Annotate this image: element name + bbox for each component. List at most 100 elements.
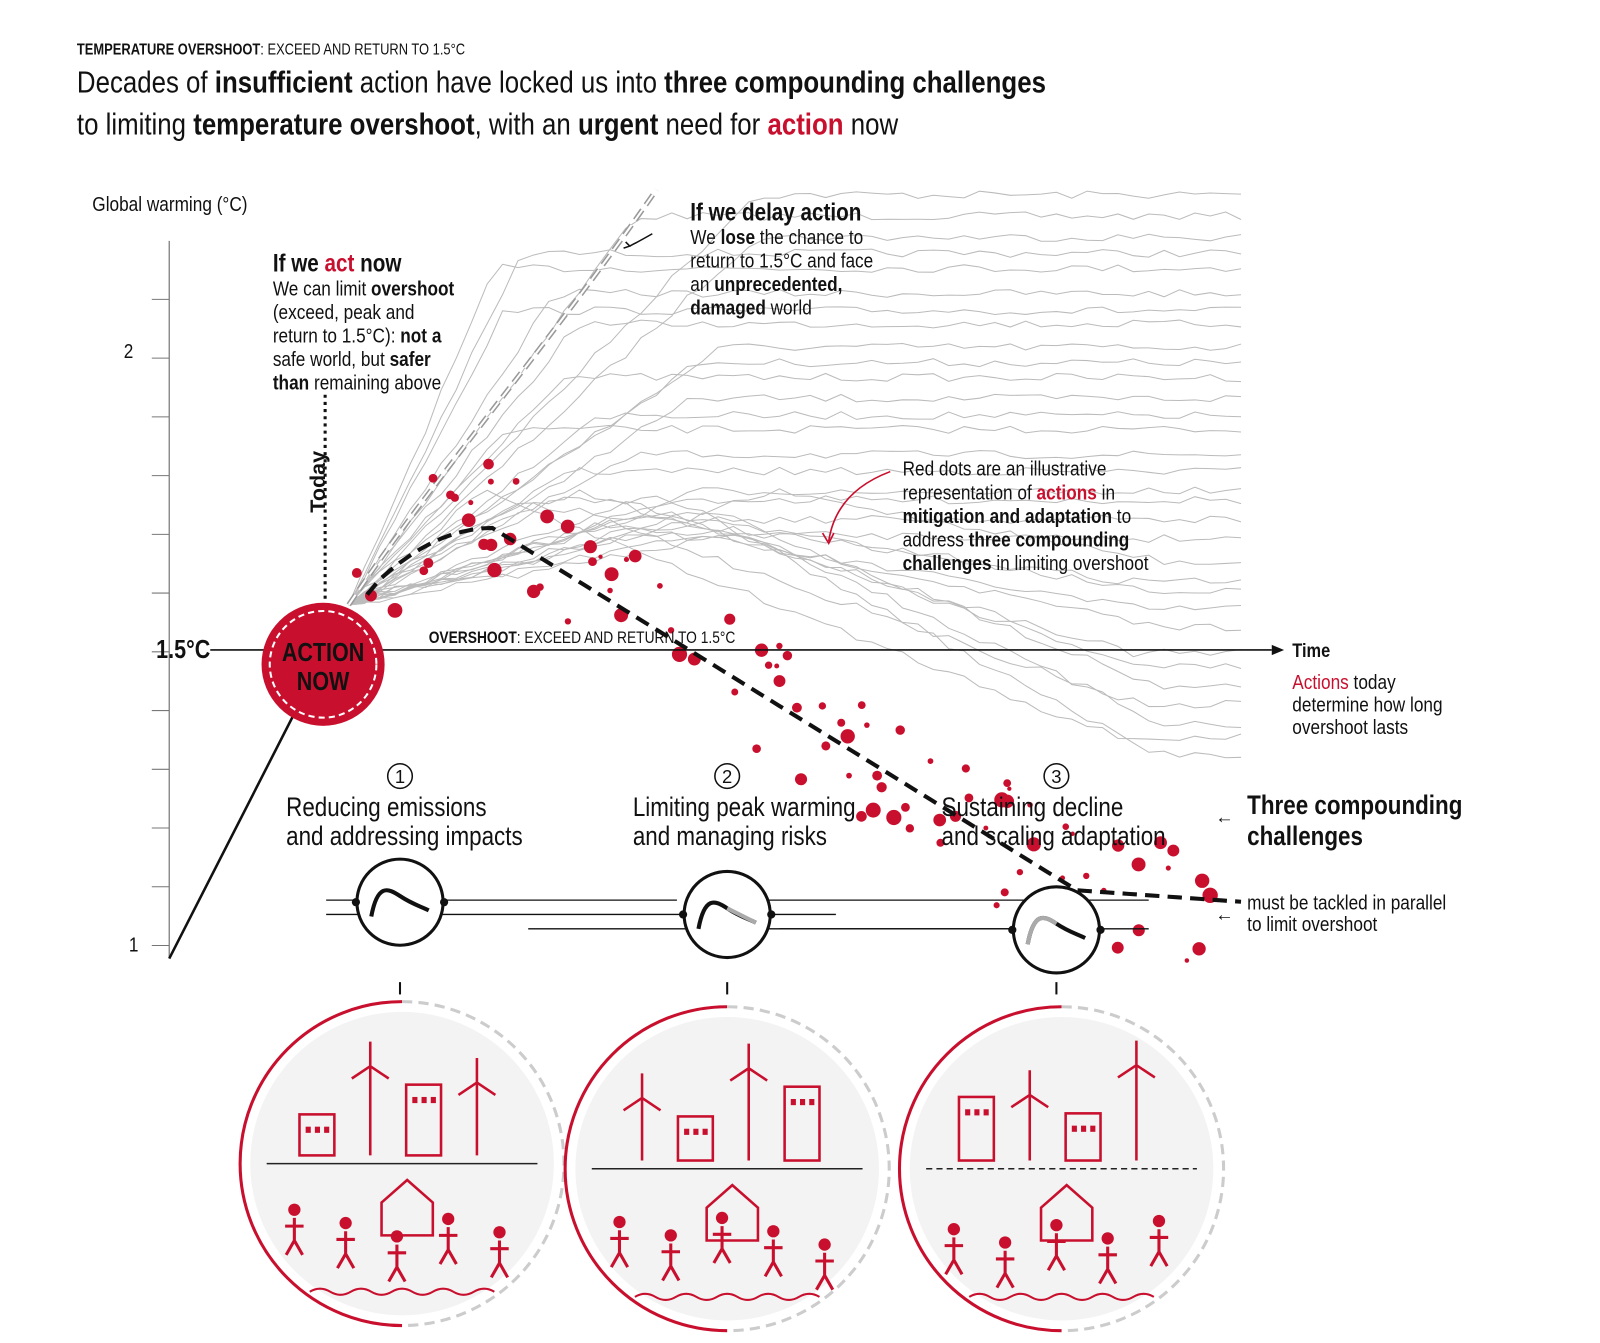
text-run: (exceed, peak and: [273, 302, 415, 325]
action-dot: [512, 477, 520, 485]
action-dot: [774, 663, 780, 669]
pathway: [348, 233, 1242, 606]
annotation-line: Red dots are an illustrative: [903, 458, 1107, 481]
text-run: determine how long: [1292, 694, 1442, 717]
annotation-line: return to 1.5°C): not a: [273, 325, 442, 348]
side-label: to limit overshoot: [1247, 914, 1378, 937]
text-run: overshoot: [371, 278, 455, 301]
challenge-number: 1: [395, 766, 405, 787]
scene-arc: [897, 1005, 1062, 1333]
text-run: insufficient: [215, 65, 353, 100]
challenge-number: 2: [722, 766, 732, 787]
side-label: Three compounding: [1247, 791, 1462, 820]
text-run: lose: [721, 227, 755, 250]
texts: TEMPERATURE OVERSHOOT: EXCEED AND RETURN…: [77, 41, 1462, 956]
action-dot: [865, 802, 881, 818]
text-run: We can limit: [273, 278, 371, 301]
scene-body: [1149, 1229, 1169, 1267]
overshoot-label: OVERSHOOT: EXCEED AND RETURN TO 1.5°C: [429, 629, 736, 647]
scene-head: [715, 1211, 729, 1225]
scene-building: [298, 1113, 336, 1157]
challenge-text: and scaling adaptation: [942, 822, 1166, 851]
action-dot: [1184, 958, 1190, 963]
icon-node: [767, 910, 776, 919]
pathway: [348, 502, 1242, 606]
scene-window: [983, 1109, 989, 1116]
pathway: [348, 450, 1242, 606]
scene-head: [1152, 1214, 1166, 1228]
scene-window: [1071, 1125, 1077, 1132]
text-run: OVERSHOOT: [429, 629, 518, 647]
number-circle: [1043, 762, 1070, 790]
action-dot: [667, 627, 675, 634]
text-run: in limiting overshoot: [992, 553, 1150, 576]
scene-head: [767, 1225, 780, 1238]
scene-window: [800, 1099, 806, 1106]
scene-window: [809, 1099, 815, 1106]
text-run: If we delay action: [690, 198, 861, 226]
action-dot: [623, 556, 630, 563]
challenge-text: Limiting peak warming: [633, 793, 856, 822]
action-dot: [485, 538, 498, 552]
side-label: must be tackled in parallel: [1247, 892, 1446, 915]
text-run: safe world, but: [273, 349, 390, 372]
text-run: urgent: [578, 107, 659, 142]
action-dot: [1165, 865, 1171, 871]
action-dot: [628, 549, 642, 563]
action-dot: [423, 558, 434, 569]
badge-text: ACTION: [282, 640, 365, 668]
annotation-line: mitigation and adaptation to: [903, 506, 1132, 529]
scene-building: [1064, 1112, 1102, 1162]
action-dot: [905, 824, 915, 833]
axis-title: Global warming (°C): [92, 194, 247, 217]
scene-head: [664, 1229, 677, 1242]
action-dot: [1112, 839, 1125, 852]
past-warming: [168, 706, 299, 960]
action-dot: [782, 650, 793, 661]
pathway: [348, 248, 1242, 606]
action-dot: [872, 770, 883, 781]
text-run: action have locked us into: [353, 65, 665, 100]
scene-body: [944, 1237, 964, 1276]
pathway: [348, 511, 1242, 606]
text-run: We: [690, 227, 720, 250]
scene-waves: [634, 1292, 821, 1301]
annotation-title: If we delay action: [690, 198, 861, 226]
action-dot: [1192, 942, 1206, 956]
text-run: challenges: [903, 553, 992, 576]
scene-window: [974, 1109, 980, 1116]
action-dot: [607, 587, 613, 594]
scene-body: [763, 1239, 783, 1278]
icon-node: [1096, 925, 1105, 934]
scene-blades: [1010, 1070, 1049, 1109]
text-run: the chance to: [755, 227, 863, 250]
action-dot: [864, 722, 870, 728]
challenge-text: and managing risks: [633, 822, 827, 851]
action-dot: [1000, 888, 1009, 897]
action-dot: [818, 702, 827, 710]
annotation-line: We can limit overshoot: [273, 278, 455, 301]
annotation-line: an unprecedented,: [690, 274, 842, 297]
annotation-line: damaged world: [690, 297, 812, 320]
scene-building: [404, 1083, 443, 1157]
action-dot: [1027, 802, 1033, 808]
annotation-line: challenges in limiting overshoot: [903, 553, 1150, 576]
text-run: safer: [390, 349, 432, 372]
action-dot: [536, 583, 544, 591]
text-run: actions: [1037, 482, 1097, 505]
annotation-line: than remaining above: [273, 372, 441, 395]
pathway: [348, 288, 1242, 606]
annotation-line: address three compounding: [903, 529, 1130, 552]
scene-arc-dashed: [1061, 1005, 1226, 1333]
pathway: [348, 466, 1242, 606]
action-dot: [764, 661, 773, 669]
scene-window: [314, 1126, 320, 1133]
icon-node: [678, 910, 688, 919]
headline: Decades of insufficient action have lock…: [77, 65, 1046, 100]
annotation-line: Actions today: [1292, 672, 1396, 695]
icon-curve-grey: [726, 906, 757, 925]
action-dot: [588, 557, 597, 567]
text-run: Red dots are an illustrative: [903, 458, 1107, 481]
delay-pathway-inner: [347, 189, 658, 606]
action-dot: [837, 718, 846, 727]
